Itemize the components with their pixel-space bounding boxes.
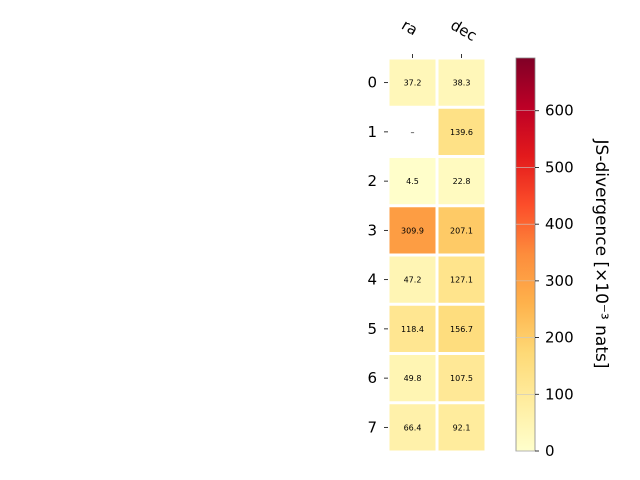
heatmap-cell xyxy=(389,305,436,352)
row-tick-label: 7 xyxy=(367,418,377,436)
colorbar: 0 100 200 300 400 500 600 JS-divergence [×10⁻³… xyxy=(515,57,611,460)
cell-value-label: – xyxy=(411,128,415,137)
cell-value-label: 107.5 xyxy=(450,374,473,383)
cell-value-label: 66.4 xyxy=(404,423,422,432)
heatmap-cell xyxy=(438,305,485,352)
cell-value-label: 139.6 xyxy=(450,128,473,137)
heatmap-cell xyxy=(389,207,436,254)
row-tick-label: 2 xyxy=(367,172,377,190)
heatmap-cell xyxy=(438,404,485,451)
row-tick-label: 3 xyxy=(367,221,377,239)
heatmap-cell xyxy=(389,355,436,402)
row-tick-label: 5 xyxy=(367,320,377,338)
row-tick-label: 0 xyxy=(367,74,377,92)
column-axis: ra dec xyxy=(399,16,480,58)
cell-value-label: 4.5 xyxy=(406,177,419,186)
cell-value-label: 118.4 xyxy=(401,325,424,334)
heatmap-cell xyxy=(438,256,485,303)
heatmap-cell xyxy=(438,108,485,155)
cell-value-label: 47.2 xyxy=(404,276,422,285)
colorbar-gradient xyxy=(515,57,536,452)
row-tick-label: 1 xyxy=(367,123,377,141)
heatmap-cell xyxy=(438,355,485,402)
colorbar-ticks: 0 100 200 300 400 500 600 xyxy=(516,102,574,460)
cell-value-label: 207.1 xyxy=(450,226,473,235)
cell-value-label: 37.2 xyxy=(404,79,422,88)
colorbar-tick-label: 400 xyxy=(545,215,574,233)
column-tick-label: ra xyxy=(399,16,421,39)
cell-value-label: 22.8 xyxy=(453,177,471,186)
cell-value-label: 156.7 xyxy=(450,325,473,334)
cell-value-label: 127.1 xyxy=(450,276,473,285)
row-tick-label: 4 xyxy=(367,271,377,289)
cell-value-label: 49.8 xyxy=(404,374,422,383)
cell-value-label: 92.1 xyxy=(453,423,471,432)
heatmap-cell xyxy=(438,59,485,106)
colorbar-tick-label: 500 xyxy=(545,158,574,176)
heatmap-cell xyxy=(389,404,436,451)
colorbar-label: JS-divergence [×10⁻³ nats] xyxy=(591,139,611,369)
cell-value-label: 38.3 xyxy=(453,79,471,88)
heatmap-cells: 37.2 38.3 – 139.6 4.5 22.8 309.9 207.1 47.2 127.1… xyxy=(389,59,485,451)
heatmap-cell xyxy=(389,108,436,155)
cell-value-label: 309.9 xyxy=(401,226,424,235)
colorbar-tick-label: 600 xyxy=(545,102,574,120)
row-tick-label: 6 xyxy=(367,369,377,387)
colorbar-tick-label: 200 xyxy=(545,329,574,347)
heatmap-cell xyxy=(438,207,485,254)
colorbar-tick-label: 0 xyxy=(545,442,555,460)
row-axis: 0 1 2 3 4 5 6 7 xyxy=(367,74,388,436)
colorbar-tick-label: 100 xyxy=(545,385,574,403)
heatmap-cell xyxy=(389,256,436,303)
column-tick-label: dec xyxy=(448,16,480,45)
heatmap-cell xyxy=(438,158,485,205)
heatmap-cell xyxy=(389,59,436,106)
heatmap-cell xyxy=(389,158,436,205)
colorbar-tick-label: 300 xyxy=(545,272,574,290)
